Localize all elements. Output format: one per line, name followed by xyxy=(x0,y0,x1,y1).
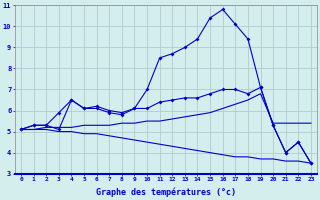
X-axis label: Graphe des températures (°c): Graphe des températures (°c) xyxy=(96,188,236,197)
